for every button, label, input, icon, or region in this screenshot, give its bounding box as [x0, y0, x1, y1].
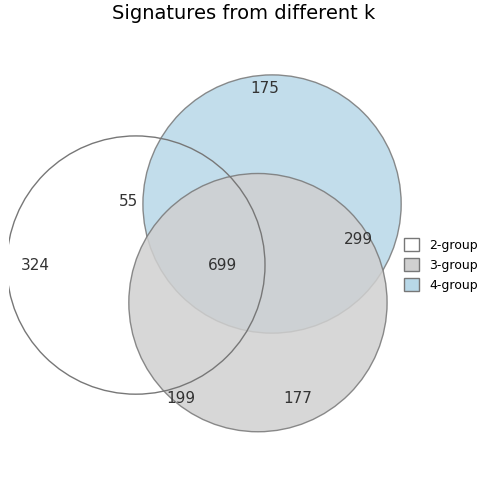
- Legend: 2-group, 3-group, 4-group: 2-group, 3-group, 4-group: [400, 235, 481, 295]
- Title: Signatures from different k: Signatures from different k: [112, 4, 375, 23]
- Text: 175: 175: [250, 82, 279, 96]
- Text: 177: 177: [283, 392, 312, 406]
- Circle shape: [129, 173, 387, 432]
- Text: 299: 299: [344, 232, 373, 247]
- Text: 199: 199: [166, 392, 195, 406]
- Circle shape: [143, 75, 401, 333]
- Text: 324: 324: [21, 258, 49, 273]
- Text: 55: 55: [119, 194, 139, 209]
- Text: 699: 699: [208, 258, 237, 273]
